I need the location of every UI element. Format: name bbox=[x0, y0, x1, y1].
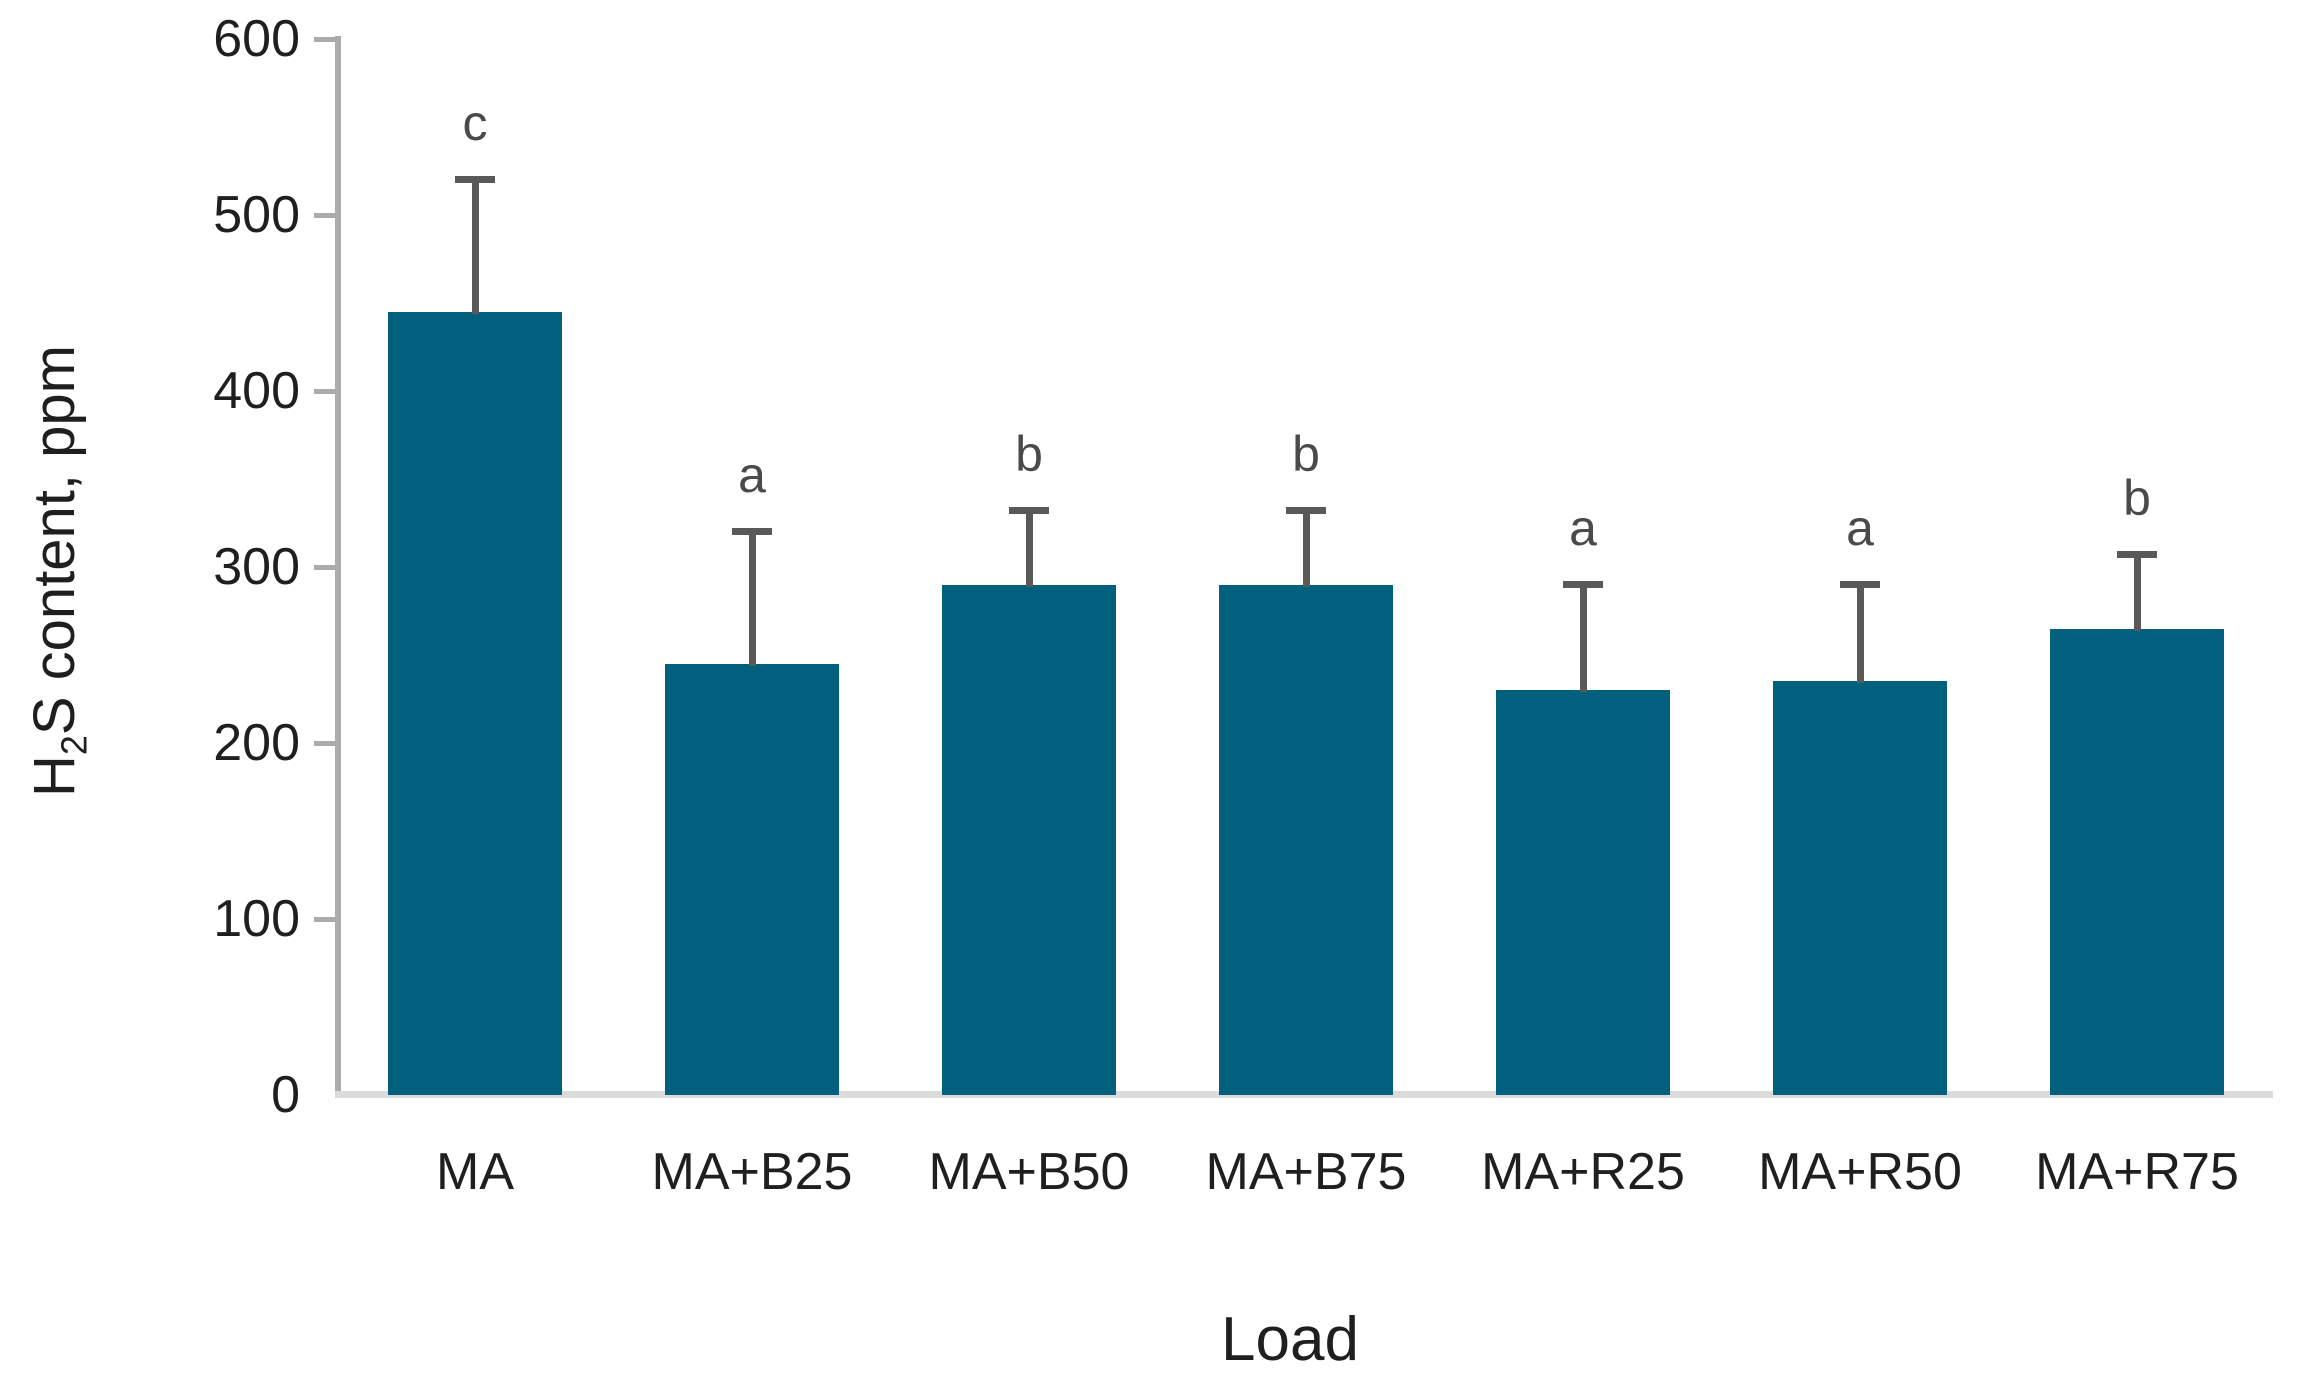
error-bar-cap bbox=[1286, 507, 1326, 514]
error-bar-stem bbox=[1026, 510, 1033, 587]
y-axis-title: H2S content, ppm bbox=[20, 271, 95, 871]
significance-letter: b bbox=[1292, 426, 1320, 482]
x-tick-label-MA+R25: MA+R25 bbox=[1481, 1143, 1685, 1201]
y-tick-mark bbox=[314, 37, 335, 42]
y-tick-mark bbox=[314, 917, 335, 922]
significance-letter: a bbox=[1846, 500, 1874, 556]
y-axis-title-subscript: 2 bbox=[53, 735, 95, 756]
y-axis-title-post: S content, ppm bbox=[22, 345, 87, 736]
error-bar-cap bbox=[1840, 581, 1880, 588]
y-tick-mark bbox=[314, 389, 335, 394]
bar-MA+R50 bbox=[1773, 681, 1947, 1095]
significance-letter: c bbox=[462, 95, 488, 151]
y-tick-mark bbox=[314, 565, 335, 570]
x-axis-title: Load bbox=[1221, 1305, 1359, 1374]
significance-letter: a bbox=[1569, 500, 1597, 556]
error-bar-cap bbox=[1009, 507, 1049, 514]
error-bar-stem bbox=[2134, 554, 2141, 631]
bar-MA bbox=[388, 311, 562, 1095]
significance-letter: b bbox=[1015, 426, 1043, 482]
bar-MA+B25 bbox=[665, 663, 839, 1095]
x-tick-label-MA+B75: MA+B75 bbox=[1205, 1143, 1407, 1201]
x-tick-label-MA: MA bbox=[436, 1143, 514, 1201]
error-bar-stem bbox=[472, 179, 479, 314]
error-bar-cap bbox=[455, 176, 495, 183]
y-tick-label: 400 bbox=[213, 362, 300, 420]
y-tick-label: 600 bbox=[213, 10, 300, 68]
y-axis-title-pre: H bbox=[22, 755, 87, 798]
error-bar-stem bbox=[749, 531, 756, 666]
bar-MA+B75 bbox=[1219, 584, 1393, 1095]
significance-letter: a bbox=[738, 447, 766, 503]
y-tick-label: 300 bbox=[213, 538, 300, 596]
x-tick-label-MA+R75: MA+R75 bbox=[2035, 1143, 2239, 1201]
y-tick-label: 200 bbox=[213, 714, 300, 772]
x-tick-label-MA+B25: MA+B25 bbox=[651, 1143, 853, 1201]
bar-MA+R25 bbox=[1496, 690, 1670, 1095]
error-bar-cap bbox=[732, 528, 772, 535]
y-axis-line bbox=[335, 36, 341, 1098]
y-tick-label: 0 bbox=[271, 1066, 300, 1124]
y-tick-label: 500 bbox=[213, 186, 300, 244]
x-tick-label-MA+R50: MA+R50 bbox=[1758, 1143, 1962, 1201]
y-tick-mark bbox=[314, 213, 335, 218]
error-bar-stem bbox=[1857, 584, 1864, 684]
x-tick-label-MA+B50: MA+B50 bbox=[928, 1143, 1130, 1201]
error-bar-cap bbox=[1563, 581, 1603, 588]
y-tick-label: 100 bbox=[213, 890, 300, 948]
y-tick-mark bbox=[314, 741, 335, 746]
error-bar-stem bbox=[1580, 584, 1587, 693]
significance-letter: b bbox=[2123, 470, 2151, 526]
bar-MA+R75 bbox=[2050, 628, 2224, 1095]
bar-MA+B50 bbox=[942, 584, 1116, 1095]
error-bar-stem bbox=[1303, 510, 1310, 587]
error-bar-cap bbox=[2117, 551, 2157, 558]
